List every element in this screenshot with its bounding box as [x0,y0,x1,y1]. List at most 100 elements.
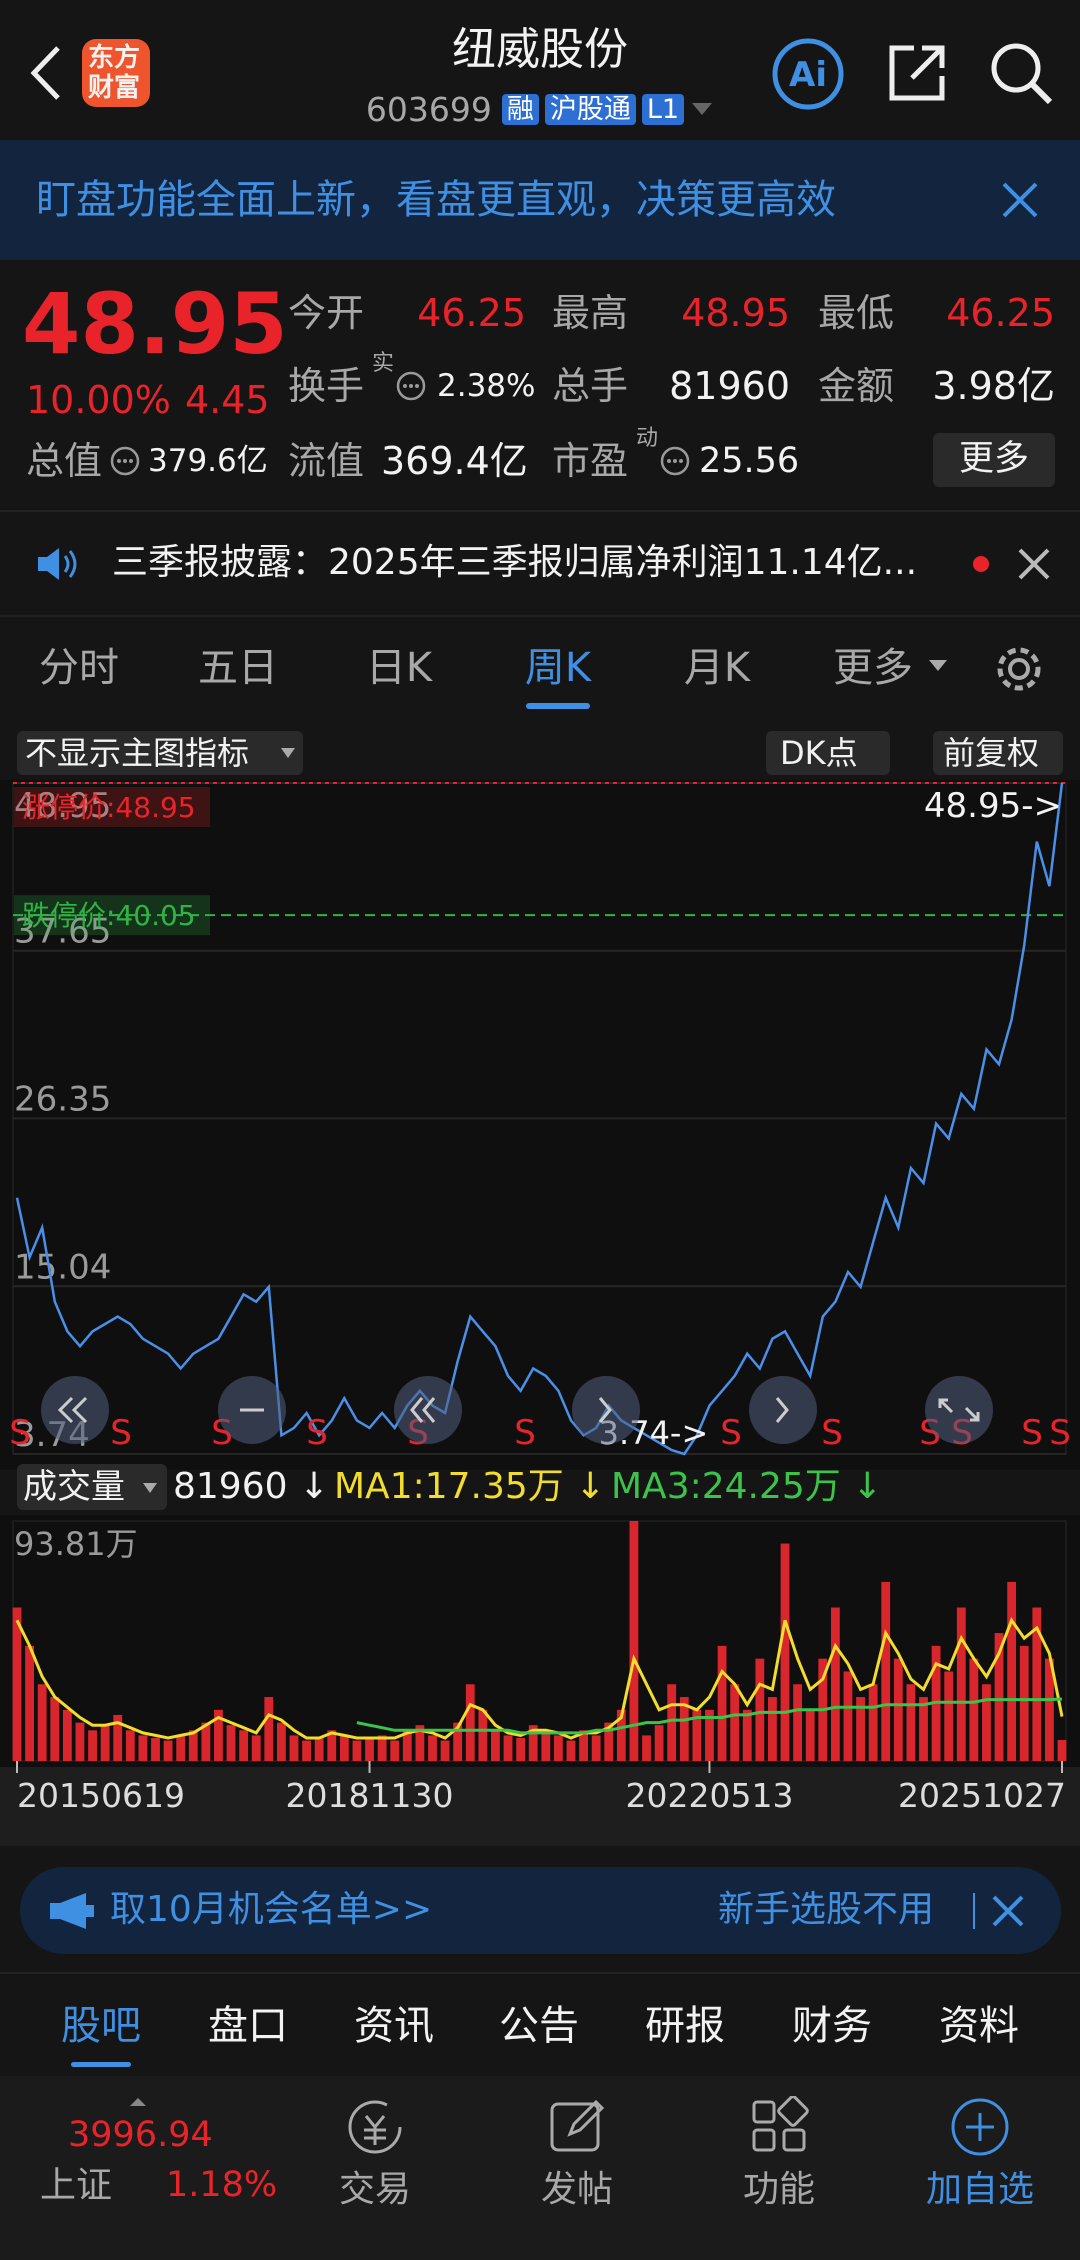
news-text[interactable]: 三季报披露：2025年三季报归属净利润11.14亿... [112,542,918,583]
dropdown-arrow[interactable] [690,99,714,119]
signal-marker: S [9,1413,31,1453]
bottom-nav: 3996.94 上证 1.18% 交易 发帖 功能 加自选 [0,2076,1080,2260]
content-tab[interactable]: 研报 [645,2003,725,2049]
content-tab[interactable]: 资料 [939,2003,1019,2049]
search-button[interactable] [988,40,1054,106]
legend-ma3: MA3:24.25万 ↓ [611,1466,883,1507]
volume-bar [579,1730,588,1761]
volume-bar [402,1730,412,1761]
share-button[interactable] [886,42,948,104]
period-tab[interactable]: 月K [683,645,751,691]
field-value: 81960 [669,364,790,408]
volume-bar [616,1709,626,1761]
period-tab-active[interactable]: 周K [524,645,592,691]
trade-icon[interactable] [344,2096,406,2158]
content-tab-active[interactable]: 股吧 [61,2003,141,2049]
y-tick-label: 48.95 [14,786,111,826]
limit-label-bg [14,895,210,936]
period-tab[interactable]: 分时 [39,645,119,691]
y-tick-label: 37.65 [14,912,111,952]
volume-bar [415,1725,425,1761]
signal-marker: S [1021,1413,1043,1453]
more-button[interactable]: 更多 [933,433,1055,487]
field-label: 金额 [818,364,895,408]
ma-line [356,1697,1063,1735]
field-label: 流值 [288,439,365,483]
back-button[interactable] [26,44,66,102]
nav-button[interactable] [394,1376,462,1444]
index-name[interactable]: 上证 [40,2165,113,2206]
badge: 沪股通 [544,93,636,125]
volume-bar [705,1709,714,1761]
badge: 融 [501,93,539,125]
close-button[interactable] [998,178,1042,222]
nav-button[interactable] [925,1376,993,1444]
nav-button[interactable] [749,1376,817,1444]
field-value: 369.4亿 [381,439,528,483]
volume-bar [944,1671,954,1761]
volume-bar [314,1737,324,1761]
period-tab[interactable]: 日K [365,645,433,691]
legend-ma1: MA1:17.35万 ↓ [334,1466,606,1507]
toolbar-label: 前复权 [943,734,1040,772]
function-icon[interactable] [748,2096,810,2158]
content-tab[interactable]: 财务 [792,2003,872,2049]
nav-label[interactable]: 发帖 [540,2169,613,2210]
active-underline [71,2062,131,2067]
banner-text[interactable]: 盯盘功能全面上新，看盘更直观，决策更高效 [36,177,836,223]
post-icon[interactable] [546,2096,608,2158]
nav-label[interactable]: 功能 [742,2169,815,2210]
content-tab[interactable]: 盘口 [208,2003,288,2049]
nav-button[interactable] [572,1376,640,1444]
up-arrow [130,2098,146,2106]
indicator-select[interactable]: 不显示主图指标 [17,731,303,775]
volume-bar [730,1684,740,1761]
nav-label[interactable]: 交易 [338,2169,411,2210]
volume-title: 成交量 [23,1467,125,1507]
volume-bar [138,1735,148,1761]
volume-bar [478,1709,488,1761]
settings-button[interactable] [992,642,1046,696]
volume-bar [793,1684,803,1761]
adjust-button[interactable]: 前复权 [933,731,1063,775]
volume-select[interactable]: 成交量 [17,1464,167,1510]
index-value[interactable]: 3996.94 [68,2115,213,2155]
field-label: 最低 [818,291,895,335]
volume-bar [62,1709,72,1761]
ad-text: 新手选股不用 [718,1889,935,1930]
y-tick-label: 26.35 [14,1079,111,1119]
volume-bar [37,1684,47,1761]
content-tab[interactable]: 资讯 [354,2003,434,2049]
badge: L1 [641,93,685,125]
volume-value: 81960 ↓ [173,1466,330,1507]
close-button[interactable] [990,1893,1026,1929]
period-tab[interactable]: 五日 [198,645,278,691]
x-tick-label: 20150619 [17,1776,185,1815]
content-tab[interactable]: 公告 [499,2003,579,2049]
index-change[interactable]: 1.18% [166,2165,278,2205]
app-logo[interactable]: 东方 财富 [82,39,150,107]
nav-label[interactable]: 加自选 [925,2169,1034,2210]
volume-bar [717,1645,727,1761]
signal-marker: S [110,1413,132,1453]
volume-bar [982,1684,991,1761]
ad-banner[interactable]: 取10月机会名单>> 新手选股不用 [20,1867,1061,1954]
ai-button[interactable]: Ai [770,36,846,112]
volume-bar [339,1735,349,1761]
field-sup: 实 [372,351,395,376]
add-watch-icon[interactable] [949,2096,1011,2158]
field-value: 25.56 [699,441,800,481]
field-label: 最高 [552,291,629,335]
dk-button[interactable]: DK点 [766,731,890,775]
period-tab[interactable]: 更多 [833,645,913,691]
signal-marker: S [306,1413,328,1453]
volume-bar [805,1709,815,1761]
last-price: 48.95 [22,275,288,373]
field-sup: 动 [636,426,659,451]
volume-bar [1007,1581,1017,1761]
volume-bar [276,1722,286,1761]
volume-bar [1032,1607,1042,1761]
volume-bar [163,1740,173,1761]
volume-bar [956,1607,966,1761]
volume-bar [491,1730,500,1761]
